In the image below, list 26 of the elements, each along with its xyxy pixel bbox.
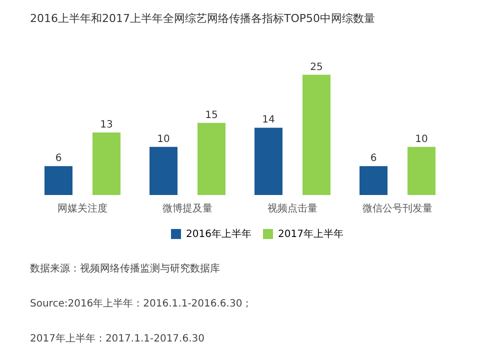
- x-tick-label: 网媒关注度: [58, 202, 108, 214]
- data-label: 6: [370, 153, 377, 164]
- x-tick-label: 微信公号刊发量: [362, 202, 432, 214]
- text: 2017年上半年：2017.1.1-2017.6.30: [30, 332, 204, 344]
- bar: [92, 132, 120, 195]
- data-label: 14: [262, 114, 275, 126]
- source-note: Source:2016年上半年：2016.1.1-2016.6.30；: [30, 298, 252, 310]
- data-label: 10: [157, 134, 170, 145]
- chart-title: 2016上半年和2017上半年全网综艺网络传播各指标TOP50中网综数量: [30, 12, 375, 25]
- bar: [408, 146, 436, 195]
- x-tick-label: 微博提及量: [162, 202, 212, 214]
- data-label: 13: [100, 120, 113, 130]
- data-label: 6: [55, 153, 62, 164]
- legend-label: 2016年上半年: [186, 228, 252, 240]
- source-note: 数据来源：视频网络传播监测与研究数据库: [30, 262, 220, 274]
- legend-label: 2017年上半年: [278, 228, 344, 240]
- bar: [44, 166, 72, 195]
- data-label: 25: [310, 62, 323, 73]
- data-label: 15: [205, 110, 218, 121]
- bar: [198, 122, 226, 195]
- bar: [254, 128, 282, 195]
- bar: [360, 166, 388, 195]
- data-label: 10: [415, 134, 428, 145]
- bar: [302, 74, 330, 195]
- x-tick-label: 视频点击量: [268, 202, 318, 214]
- bar: [150, 146, 178, 195]
